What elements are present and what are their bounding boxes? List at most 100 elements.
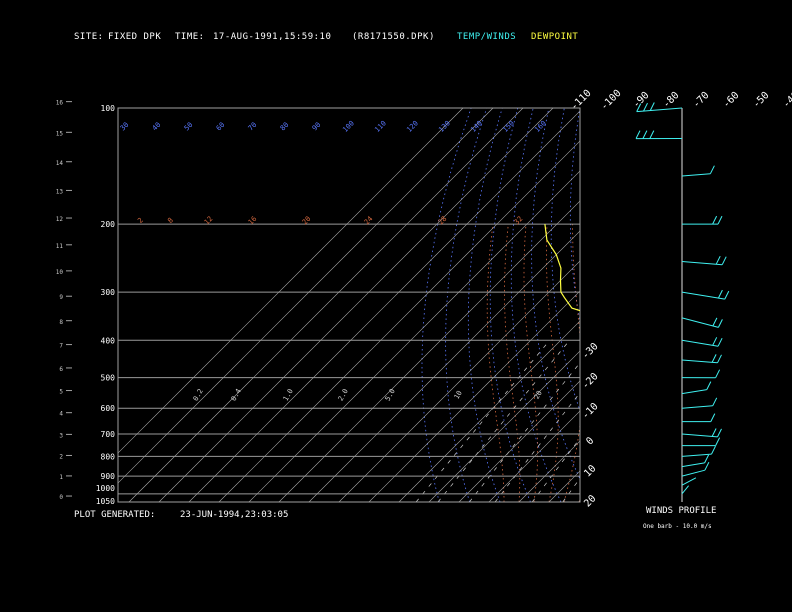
height-tick-3: 3 — [59, 432, 63, 439]
plot-generated-value: 23-JUN-1994,23:03:05 — [180, 510, 289, 520]
height-tick-16: 16 — [56, 100, 64, 107]
wind-barb-feather-150-0 — [709, 165, 715, 174]
wind-barb-feather-550-0 — [706, 381, 712, 390]
wind-barb-feather-120-2 — [649, 130, 655, 139]
height-tick-0: 0 — [59, 494, 63, 501]
dry-adiabat-label-160: 160 — [533, 119, 548, 134]
height-tick-13: 13 — [56, 188, 64, 195]
wind-barb-feather-450-1 — [711, 354, 717, 363]
top-temp-tick--60: -60 — [721, 90, 742, 111]
mixing-ratio-line-10 — [562, 477, 580, 502]
wind-barb-feather-100-1 — [643, 102, 648, 112]
dry-adiabat--20 — [445, 108, 487, 502]
right-temp-tick--10: -10 — [580, 401, 601, 422]
dry-adiabat-label-80: 80 — [279, 121, 291, 133]
time-value: 17-AUG-1991,15:59:10 — [213, 32, 332, 42]
isotherm-30 — [609, 108, 792, 502]
dry-adiabat--10 — [467, 108, 503, 502]
isotherm--140 — [118, 108, 494, 484]
isotherm-20 — [578, 500, 580, 502]
winds-profile-label: WINDS PROFILE — [646, 506, 717, 516]
moist-adiabat-0 — [504, 224, 521, 502]
pressure-tick-500: 500 — [101, 374, 116, 383]
wind-barb-feather-400-1 — [712, 337, 718, 346]
dry-adiabat-70 — [624, 108, 744, 502]
wind-barb-feather-120-1 — [642, 130, 648, 139]
wind-barb-400 — [681, 339, 719, 347]
moist-adiabat-25 — [594, 224, 648, 502]
dry-adiabat-label-60: 60 — [215, 121, 227, 133]
moist-adiabat-label-8: 8 — [166, 216, 175, 225]
height-tick-2: 2 — [59, 453, 63, 460]
dry-adiabat-40 — [569, 108, 580, 324]
dry-adiabat-label-40: 40 — [151, 121, 163, 133]
moist-adiabat-label-16: 16 — [247, 215, 259, 227]
dry-adiabat-label-110: 110 — [373, 119, 388, 134]
right-temp-tick--20: -20 — [580, 371, 601, 392]
legend-dewpoint: DEWPOINT — [531, 32, 579, 42]
top-temp-tick--70: -70 — [691, 90, 712, 111]
isotherm--10 — [488, 410, 580, 502]
isotherm--150 — [118, 108, 464, 454]
height-tick-7: 7 — [59, 343, 63, 350]
mixing-ratio-label-1.0: 1.0 — [282, 388, 295, 403]
wind-barb-feather-350-1 — [712, 317, 718, 327]
dry-adiabat-160 — [766, 108, 792, 502]
wind-barb-600 — [681, 405, 713, 409]
site-label: SITE: — [74, 32, 104, 42]
wind-barb-feather-200-0 — [717, 215, 723, 225]
height-tick-12: 12 — [56, 216, 64, 223]
pressure-tick-100: 100 — [101, 104, 116, 113]
dry-adiabat-label-120: 120 — [405, 119, 420, 134]
dry-adiabat-50 — [589, 108, 683, 502]
wind-barb-feather-400-0 — [717, 337, 723, 347]
moist-adiabat-15 — [563, 224, 580, 502]
dry-adiabat-20 — [531, 108, 580, 480]
height-tick-4: 4 — [59, 411, 63, 418]
dry-adiabat-100 — [673, 108, 792, 502]
dry-adiabat-170 — [782, 108, 792, 502]
pressure-tick-1000: 1000 — [96, 484, 115, 493]
wind-barb-feather-300-1 — [717, 289, 723, 299]
right-temp-tick--30: -30 — [580, 341, 601, 362]
wind-barb-550 — [681, 389, 707, 395]
dry-adiabat-30 — [550, 108, 580, 412]
dry-adiabat-label-30: 30 — [119, 121, 131, 133]
wind-barb-1000 — [681, 485, 689, 495]
moist-adiabat-10 — [546, 224, 559, 502]
height-tick-9: 9 — [59, 294, 63, 301]
isotherm-60 — [699, 108, 792, 502]
wind-barb-feather-300-0 — [724, 290, 730, 300]
mixing-ratio-label-10: 10 — [453, 389, 464, 400]
wind-barb-850 — [681, 462, 705, 468]
mixing-ratio-line-0.4 — [437, 340, 570, 502]
plot-frame — [117, 107, 581, 503]
wind-barb-450 — [681, 359, 718, 364]
dry-adiabat-label-150: 150 — [501, 119, 516, 134]
wind-barb-feather-120-0 — [635, 130, 641, 139]
dewpoint-profile-line — [544, 224, 580, 312]
mixing-ratio-label-0.2: 0.2 — [192, 388, 205, 403]
wind-barb-feather-250-0 — [721, 256, 727, 265]
wind-barb-feather-700-1 — [711, 428, 717, 437]
wind-barb-350 — [681, 317, 719, 328]
height-tick-11: 11 — [56, 243, 64, 250]
dry-adiabat-60 — [607, 108, 713, 502]
mixing-ratio-label-5.0: 5.0 — [384, 388, 397, 403]
wind-barb-feather-350-0 — [717, 319, 723, 328]
time-label: TIME: — [175, 32, 205, 42]
pressure-tick-200: 200 — [101, 220, 116, 229]
moist-adiabat-label-32: 32 — [513, 215, 525, 227]
wind-barb-feather-750-0 — [715, 437, 721, 446]
isotherm--50 — [368, 290, 580, 502]
mixing-ratio-label-2.0: 2.0 — [337, 388, 350, 403]
mixing-ratio-line-1 — [469, 362, 580, 502]
dry-adiabat-label-140: 140 — [469, 119, 484, 134]
temperature-profile-line — [601, 108, 691, 494]
height-tick-6: 6 — [59, 366, 63, 373]
pressure-tick-700: 700 — [101, 430, 116, 439]
isotherm--80 — [278, 200, 580, 502]
height-tick-15: 15 — [56, 130, 64, 137]
pressure-tick-400: 400 — [101, 336, 116, 345]
moist-adiabat--5 — [486, 224, 505, 502]
